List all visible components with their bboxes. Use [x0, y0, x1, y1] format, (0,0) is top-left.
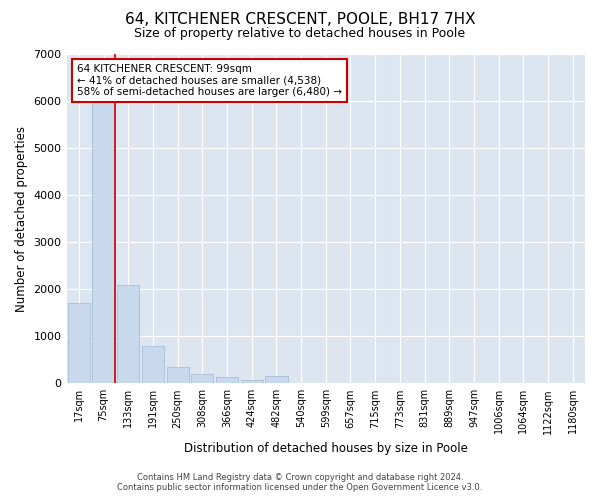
Bar — [68, 304, 90, 384]
Bar — [191, 374, 214, 384]
Text: Size of property relative to detached houses in Poole: Size of property relative to detached ho… — [134, 28, 466, 40]
Bar — [167, 368, 189, 384]
Bar — [92, 101, 115, 384]
Bar — [216, 377, 238, 384]
Bar — [265, 376, 287, 384]
X-axis label: Distribution of detached houses by size in Poole: Distribution of detached houses by size … — [184, 442, 468, 455]
Text: Contains HM Land Registry data © Crown copyright and database right 2024.
Contai: Contains HM Land Registry data © Crown c… — [118, 473, 482, 492]
Y-axis label: Number of detached properties: Number of detached properties — [15, 126, 28, 312]
Bar — [117, 284, 139, 384]
Bar — [142, 346, 164, 384]
Bar — [241, 380, 263, 384]
Text: 64 KITCHENER CRESCENT: 99sqm
← 41% of detached houses are smaller (4,538)
58% of: 64 KITCHENER CRESCENT: 99sqm ← 41% of de… — [77, 64, 342, 97]
Text: 64, KITCHENER CRESCENT, POOLE, BH17 7HX: 64, KITCHENER CRESCENT, POOLE, BH17 7HX — [125, 12, 475, 28]
